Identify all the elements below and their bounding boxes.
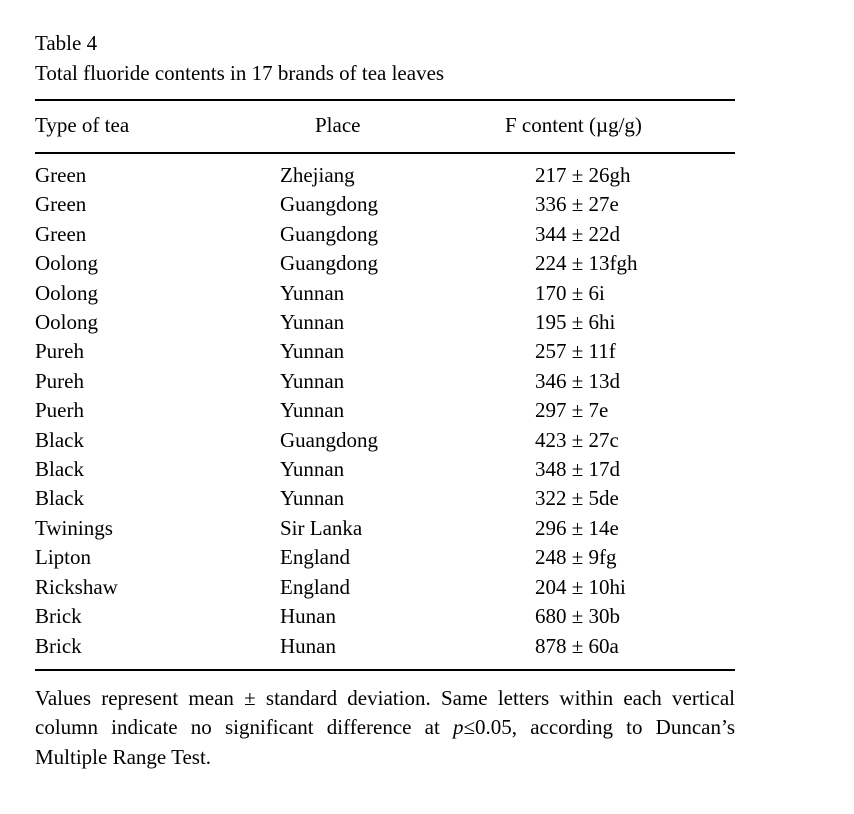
cell-place: Guangdong — [280, 427, 378, 452]
table-footnote: Values represent mean ± standard deviati… — [35, 684, 735, 773]
cell-type-of-tea: Black — [35, 457, 84, 482]
cell-f-content: 170 ± 6i — [535, 280, 605, 305]
cell-place: England — [280, 574, 350, 599]
cell-f-content: 296 ± 14e — [535, 515, 619, 540]
table-row: Brick Hunan 680 ± 30b — [35, 602, 735, 631]
table-row: Black Yunnan 322 ± 5de — [35, 484, 735, 513]
cell-type-of-tea: Lipton — [35, 545, 91, 570]
cell-type-of-tea: Oolong — [35, 251, 98, 276]
cell-place: Hunan — [280, 633, 336, 658]
cell-f-content: 204 ± 10hi — [535, 574, 626, 599]
table-row: Brick Hunan 878 ± 60a — [35, 632, 735, 670]
cell-type-of-tea: Green — [35, 192, 87, 217]
cell-place: Yunnan — [280, 280, 345, 305]
cell-place: Guangdong — [280, 221, 378, 246]
table-row: Green Guangdong 344 ± 22d — [35, 220, 735, 249]
table-row: Oolong Yunnan 170 ± 6i — [35, 279, 735, 308]
cell-f-content: 346 ± 13d — [535, 368, 621, 393]
cell-type-of-tea: Black — [35, 427, 84, 452]
cell-f-content: 680 ± 30b — [535, 604, 621, 629]
data-table: Type of tea Place F content (µg/g) Green… — [35, 99, 735, 671]
cell-f-content: 423 ± 27c — [535, 427, 619, 452]
column-header-type-of-tea: Type of tea — [35, 100, 280, 154]
table-body: Green Zhejiang 217 ± 26gh Green Guangdon… — [35, 153, 735, 670]
paper-page: Table 4 Total fluoride contents in 17 br… — [35, 31, 735, 773]
cell-f-content: 297 ± 7e — [535, 398, 609, 423]
cell-type-of-tea: Black — [35, 486, 84, 511]
table-row: Oolong Guangdong 224 ± 13fgh — [35, 249, 735, 278]
table-row: Lipton England 248 ± 9fg — [35, 543, 735, 572]
cell-f-content: 322 ± 5de — [535, 486, 619, 511]
footnote-text-1: Values represent mean ± standard deviati… — [35, 685, 735, 740]
table-row: Green Guangdong 336 ± 27e — [35, 190, 735, 219]
footnote-text-2: ≤0.05, according to Duncan’s Multiple Ra… — [35, 715, 735, 769]
cell-type-of-tea: Oolong — [35, 310, 98, 335]
cell-type-of-tea: Pureh — [35, 368, 84, 393]
table-row: Rickshaw England 204 ± 10hi — [35, 573, 735, 602]
cell-type-of-tea: Green — [35, 221, 87, 246]
cell-type-of-tea: Brick — [35, 633, 82, 658]
column-header-f-content: F content (µg/g) — [505, 100, 735, 154]
table-row: Black Yunnan 348 ± 17d — [35, 455, 735, 484]
cell-f-content: 878 ± 60a — [535, 633, 619, 658]
table-row: Pureh Yunnan 346 ± 13d — [35, 367, 735, 396]
cell-type-of-tea: Green — [35, 163, 87, 187]
cell-f-content: 348 ± 17d — [535, 457, 621, 482]
cell-place: Yunnan — [280, 457, 345, 482]
cell-f-content: 336 ± 27e — [535, 192, 619, 217]
cell-type-of-tea: Brick — [35, 604, 82, 629]
cell-place: Yunnan — [280, 486, 345, 511]
table-row: Twinings Sir Lanka 296 ± 14e — [35, 514, 735, 543]
table-row: Oolong Yunnan 195 ± 6hi — [35, 308, 735, 337]
cell-place: Guangdong — [280, 251, 378, 276]
cell-place: Yunnan — [280, 368, 345, 393]
cell-place: England — [280, 545, 350, 570]
cell-type-of-tea: Puerh — [35, 398, 84, 423]
cell-type-of-tea: Oolong — [35, 280, 98, 305]
table-label: Table 4 — [35, 31, 98, 55]
cell-f-content: 248 ± 9fg — [535, 545, 617, 570]
table-row: Black Guangdong 423 ± 27c — [35, 426, 735, 455]
cell-f-content: 224 ± 13fgh — [535, 251, 638, 276]
cell-f-content: 344 ± 22d — [535, 221, 621, 246]
table-row: Green Zhejiang 217 ± 26gh — [35, 153, 735, 190]
cell-type-of-tea: Pureh — [35, 339, 84, 364]
cell-type-of-tea: Rickshaw — [35, 574, 118, 599]
table-row: Puerh Yunnan 297 ± 7e — [35, 396, 735, 425]
cell-place: Hunan — [280, 604, 336, 629]
table-row: Pureh Yunnan 257 ± 11f — [35, 337, 735, 366]
cell-place: Yunnan — [280, 339, 345, 364]
cell-f-content: 217 ± 26gh — [535, 163, 631, 187]
cell-place: Yunnan — [280, 398, 345, 423]
cell-f-content: 195 ± 6hi — [535, 310, 616, 335]
table-caption: Total fluoride contents in 17 brands of … — [35, 61, 445, 85]
cell-place: Sir Lanka — [280, 515, 363, 540]
cell-place: Yunnan — [280, 310, 345, 335]
footnote-p-symbol: p — [453, 715, 464, 740]
cell-f-content: 257 ± 11f — [535, 339, 616, 364]
header-row: Type of tea Place F content (µg/g) — [35, 100, 735, 154]
cell-place: Zhejiang — [280, 163, 355, 187]
column-header-place: Place — [280, 100, 505, 154]
cell-place: Guangdong — [280, 192, 378, 217]
cell-type-of-tea: Twinings — [35, 515, 113, 540]
